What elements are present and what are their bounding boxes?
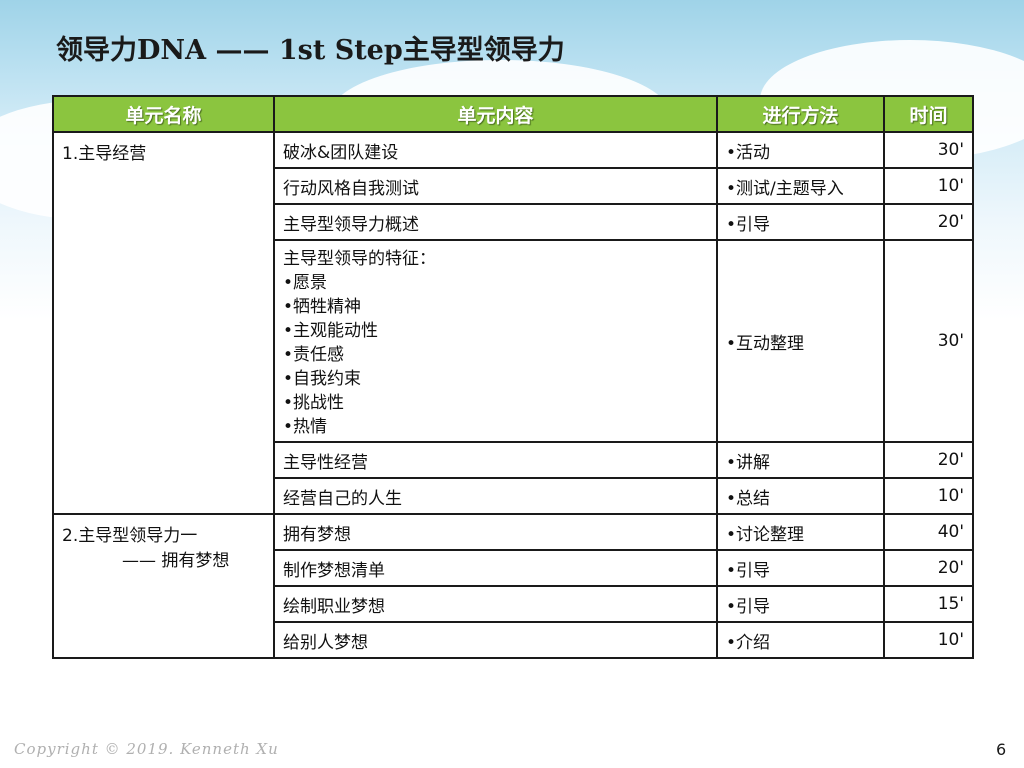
time-cell: 10' <box>883 621 974 659</box>
table-row: 主导性经营 •讲解 20' <box>53 441 974 479</box>
time-cell: 20' <box>883 203 974 241</box>
content-cell: 主导型领导力概述 <box>273 203 718 241</box>
table-row: 行动风格自我测试 •测试/主题导入 10' <box>53 167 974 205</box>
content-cell: 绘制职业梦想 <box>273 585 718 623</box>
method-cell: •引导 <box>716 549 885 587</box>
time-cell: 40' <box>883 513 974 551</box>
table-row: 1.主导经营 破冰&团队建设 •活动 30' <box>52 131 974 515</box>
time-cell: 10' <box>883 167 974 205</box>
unit-name-sublabel: —— 拥有梦想 <box>122 551 230 571</box>
time-cell: 30' <box>883 239 974 443</box>
method-cell: •引导 <box>716 203 885 241</box>
feature-heading: 主导型领导的特征： <box>283 249 436 269</box>
header-time: 时间 <box>883 95 974 133</box>
content-cell-features: 主导型领导的特征： •愿景 •牺牲精神 •主观能动性 •责任感 •自我约束 •挑… <box>273 239 718 443</box>
time-cell: 30' <box>883 131 974 169</box>
feature-item: •牺牲精神 <box>283 297 362 317</box>
feature-item: •挑战性 <box>283 393 345 413</box>
method-cell: •总结 <box>716 477 885 515</box>
method-cell: •介绍 <box>716 621 885 659</box>
table-row: 主导型领导的特征： •愿景 •牺牲精神 •主观能动性 •责任感 •自我约束 •挑… <box>53 239 974 443</box>
table-row: 制作梦想清单 •引导 20' <box>53 549 974 587</box>
unit-name-label: 1.主导经营 <box>62 144 147 164</box>
method-cell: •讲解 <box>716 441 885 479</box>
feature-item: •主观能动性 <box>283 321 379 341</box>
copyright-footer: Copyright © 2019. Kenneth Xu <box>14 740 279 758</box>
time-cell: 20' <box>883 441 974 479</box>
header-method: 进行方法 <box>716 95 885 133</box>
unit-name-label: 2.主导型领导力一 <box>62 526 198 546</box>
method-cell: •引导 <box>716 585 885 623</box>
feature-item: •责任感 <box>283 345 345 365</box>
table-row: 2.主导型领导力一 —— 拥有梦想 拥有梦想 •讨论整理 40' <box>52 513 974 659</box>
time-cell: 10' <box>883 477 974 515</box>
slide-title: 领导力DNA —— 1st Step主导型领导力 <box>56 35 565 66</box>
method-cell: •互动整理 <box>716 239 885 443</box>
header-unit-content: 单元内容 <box>273 95 718 133</box>
content-cell: 破冰&团队建设 <box>273 131 718 169</box>
method-cell: •测试/主题导入 <box>716 167 885 205</box>
table-row: 绘制职业梦想 •引导 15' <box>53 585 974 623</box>
time-cell: 20' <box>883 549 974 587</box>
method-cell: •讨论整理 <box>716 513 885 551</box>
table-row: 经营自己的人生 •总结 10' <box>53 477 974 515</box>
table-row: 主导型领导力概述 •引导 20' <box>53 203 974 241</box>
table-header-row: 单元名称 单元内容 进行方法 时间 <box>52 95 974 133</box>
feature-item: •自我约束 <box>283 369 362 389</box>
time-cell: 15' <box>883 585 974 623</box>
content-cell: 制作梦想清单 <box>273 549 718 587</box>
content-cell: 行动风格自我测试 <box>273 167 718 205</box>
unit-name-cell: 2.主导型领导力一 —— 拥有梦想 <box>52 513 275 659</box>
feature-item: •愿景 <box>283 273 328 293</box>
course-schedule-table: 单元名称 单元内容 进行方法 时间 1.主导经营 破冰&团队建设 •活动 30'… <box>52 95 974 659</box>
content-cell: 经营自己的人生 <box>273 477 718 515</box>
method-cell: •活动 <box>716 131 885 169</box>
page-number: 6 <box>996 740 1007 759</box>
content-cell: 拥有梦想 <box>273 513 718 551</box>
content-cell: 主导性经营 <box>273 441 718 479</box>
content-cell: 给别人梦想 <box>273 621 718 659</box>
unit-name-cell: 1.主导经营 <box>52 131 275 515</box>
header-unit-name: 单元名称 <box>52 95 275 133</box>
feature-item: •热情 <box>283 417 328 437</box>
table-row: 给别人梦想 •介绍 10' <box>53 621 974 659</box>
